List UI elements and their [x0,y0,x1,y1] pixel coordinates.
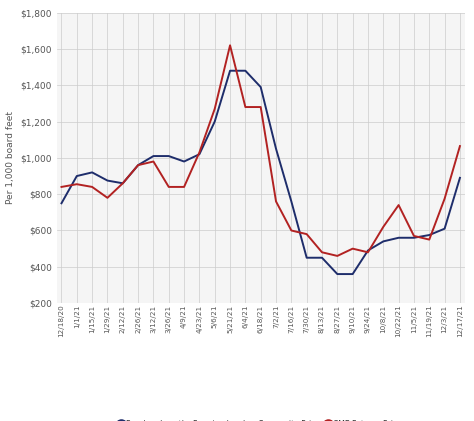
Y-axis label: Per 1,000 board feet: Per 1,000 board feet [6,112,15,204]
Legend: Random Lengths Framing Lumber Composite Price, CME Futures Price: Random Lengths Framing Lumber Composite … [116,417,405,421]
